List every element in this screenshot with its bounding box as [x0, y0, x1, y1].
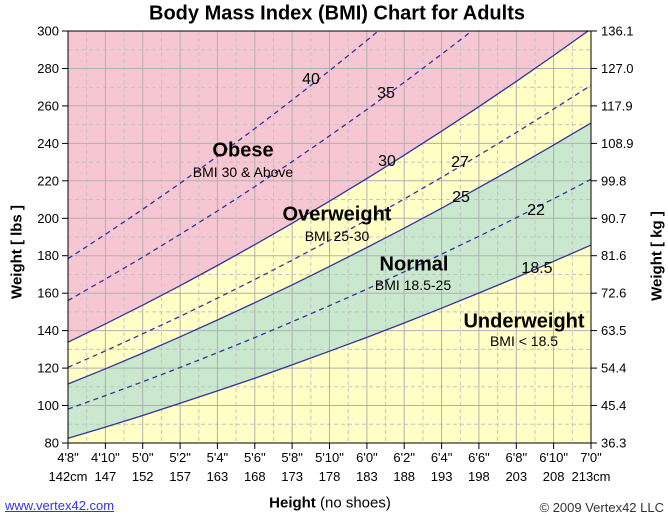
y-tick-lbs: 100	[37, 398, 59, 413]
region-sublabel-underweight: BMI < 18.5	[489, 333, 559, 349]
plot-area	[68, 31, 591, 443]
x-tick-ft: 5'10"	[315, 450, 344, 465]
bmi-line-18.5	[68, 244, 591, 439]
x-tick-ft: 6'8"	[506, 450, 528, 465]
y-tick-lbs: 160	[37, 286, 59, 301]
bmi-line-label-35: 35	[377, 85, 395, 102]
bmi-line-label-25: 25	[452, 189, 470, 206]
bmi-line-35	[68, 31, 473, 302]
y-tick-lbs: 120	[37, 361, 59, 376]
y-tick-kg: 117.9	[601, 98, 633, 113]
y-tick-kg: 90.7	[601, 211, 626, 226]
y-axis-title-lbs: Weight [ lbs ]	[8, 205, 26, 299]
y-tick-kg: 136.1	[601, 24, 634, 39]
x-axis-title-bold: Height	[269, 494, 316, 512]
vertex42-link[interactable]: www.vertex42.com	[5, 498, 115, 513]
x-tick-ft: 5'8"	[281, 450, 303, 465]
y-tick-lbs: 260	[37, 98, 59, 113]
x-tick-ft: 6'4"	[431, 450, 453, 465]
x-tick-cm: 142cm	[48, 469, 87, 484]
x-tick-cm: 178	[319, 469, 341, 484]
y-tick-lbs: 80	[45, 436, 59, 451]
x-tick-cm: 147	[95, 469, 117, 484]
y-tick-kg: 72.6	[601, 286, 626, 301]
x-axis-title-note: (no shoes)	[319, 494, 391, 512]
x-axis-title: Height (no shoes)	[269, 495, 391, 512]
y-tick-lbs: 200	[37, 211, 59, 226]
bmi-line-label-18-5: 18.5	[521, 260, 553, 277]
x-tick-cm: 198	[468, 469, 490, 484]
x-tick-ft: 6'6"	[468, 450, 490, 465]
x-tick-ft: 5'4"	[207, 450, 229, 465]
x-tick-cm: 213cm	[571, 469, 610, 484]
y-tick-kg: 45.4	[601, 398, 626, 413]
x-tick-ft: 6'10"	[539, 450, 568, 465]
y-tick-kg: 54.4	[601, 361, 626, 376]
x-tick-ft: 6'0"	[356, 450, 378, 465]
region-label-obese: Obese	[212, 139, 274, 162]
bmi-line-label-30: 30	[378, 153, 396, 170]
x-tick-cm: 208	[543, 469, 565, 484]
x-tick-ft: 5'0"	[132, 450, 154, 465]
x-tick-cm: 163	[207, 469, 229, 484]
y-tick-kg: 99.8	[601, 173, 626, 188]
y-tick-lbs: 240	[37, 136, 59, 151]
y-tick-lbs: 220	[37, 173, 59, 188]
x-tick-ft: 5'2"	[169, 450, 191, 465]
region-label-normal: Normal	[379, 253, 449, 276]
bmi-line-25	[68, 122, 591, 385]
y-tick-lbs: 140	[37, 323, 59, 338]
x-tick-cm: 203	[505, 469, 527, 484]
x-tick-ft: 4'8"	[57, 450, 79, 465]
y-tick-lbs: 280	[37, 61, 59, 76]
chart-title: Body Mass Index (BMI) Chart for Adults	[149, 2, 525, 25]
x-tick-ft: 5'6"	[244, 450, 266, 465]
copyright-text: © 2009 Vertex42 LLC	[539, 500, 665, 515]
bmi-line-label-22: 22	[527, 202, 545, 219]
x-tick-cm: 193	[431, 469, 453, 484]
x-tick-cm: 188	[393, 469, 415, 484]
bmi-line-22	[68, 178, 591, 410]
x-tick-cm: 183	[356, 469, 378, 484]
region-label-overweight: Overweight	[282, 203, 392, 226]
x-tick-cm: 173	[281, 469, 303, 484]
y-tick-kg: 127.0	[601, 61, 634, 76]
region-label-underweight: Underweight	[463, 310, 585, 333]
bmi-line-label-27: 27	[451, 154, 469, 171]
region-sublabel-normal: BMI 18.5-25	[374, 277, 452, 293]
y-tick-kg: 108.9	[601, 136, 634, 151]
x-tick-cm: 152	[132, 469, 154, 484]
y-tick-lbs: 180	[37, 248, 59, 263]
x-tick-ft: 7'0"	[580, 450, 602, 465]
y-tick-kg: 36.3	[601, 436, 626, 451]
region-sublabel-overweight: BMI 25-30	[304, 228, 370, 244]
region-sublabel-obese: BMI 30 & Above	[192, 164, 294, 180]
y-axis-title-kg: Weight [ kg ]	[648, 211, 666, 301]
y-tick-kg: 81.6	[601, 248, 626, 263]
y-tick-kg: 63.5	[601, 323, 626, 338]
x-tick-cm: 157	[169, 469, 191, 484]
y-tick-lbs: 300	[37, 24, 59, 39]
bmi-line-30	[68, 31, 590, 343]
x-tick-ft: 6'2"	[393, 450, 415, 465]
bmi-line-27	[68, 84, 591, 368]
x-tick-cm: 168	[244, 469, 266, 484]
x-tick-ft: 4'10"	[91, 450, 120, 465]
bmi-line-label-40: 40	[302, 71, 320, 88]
